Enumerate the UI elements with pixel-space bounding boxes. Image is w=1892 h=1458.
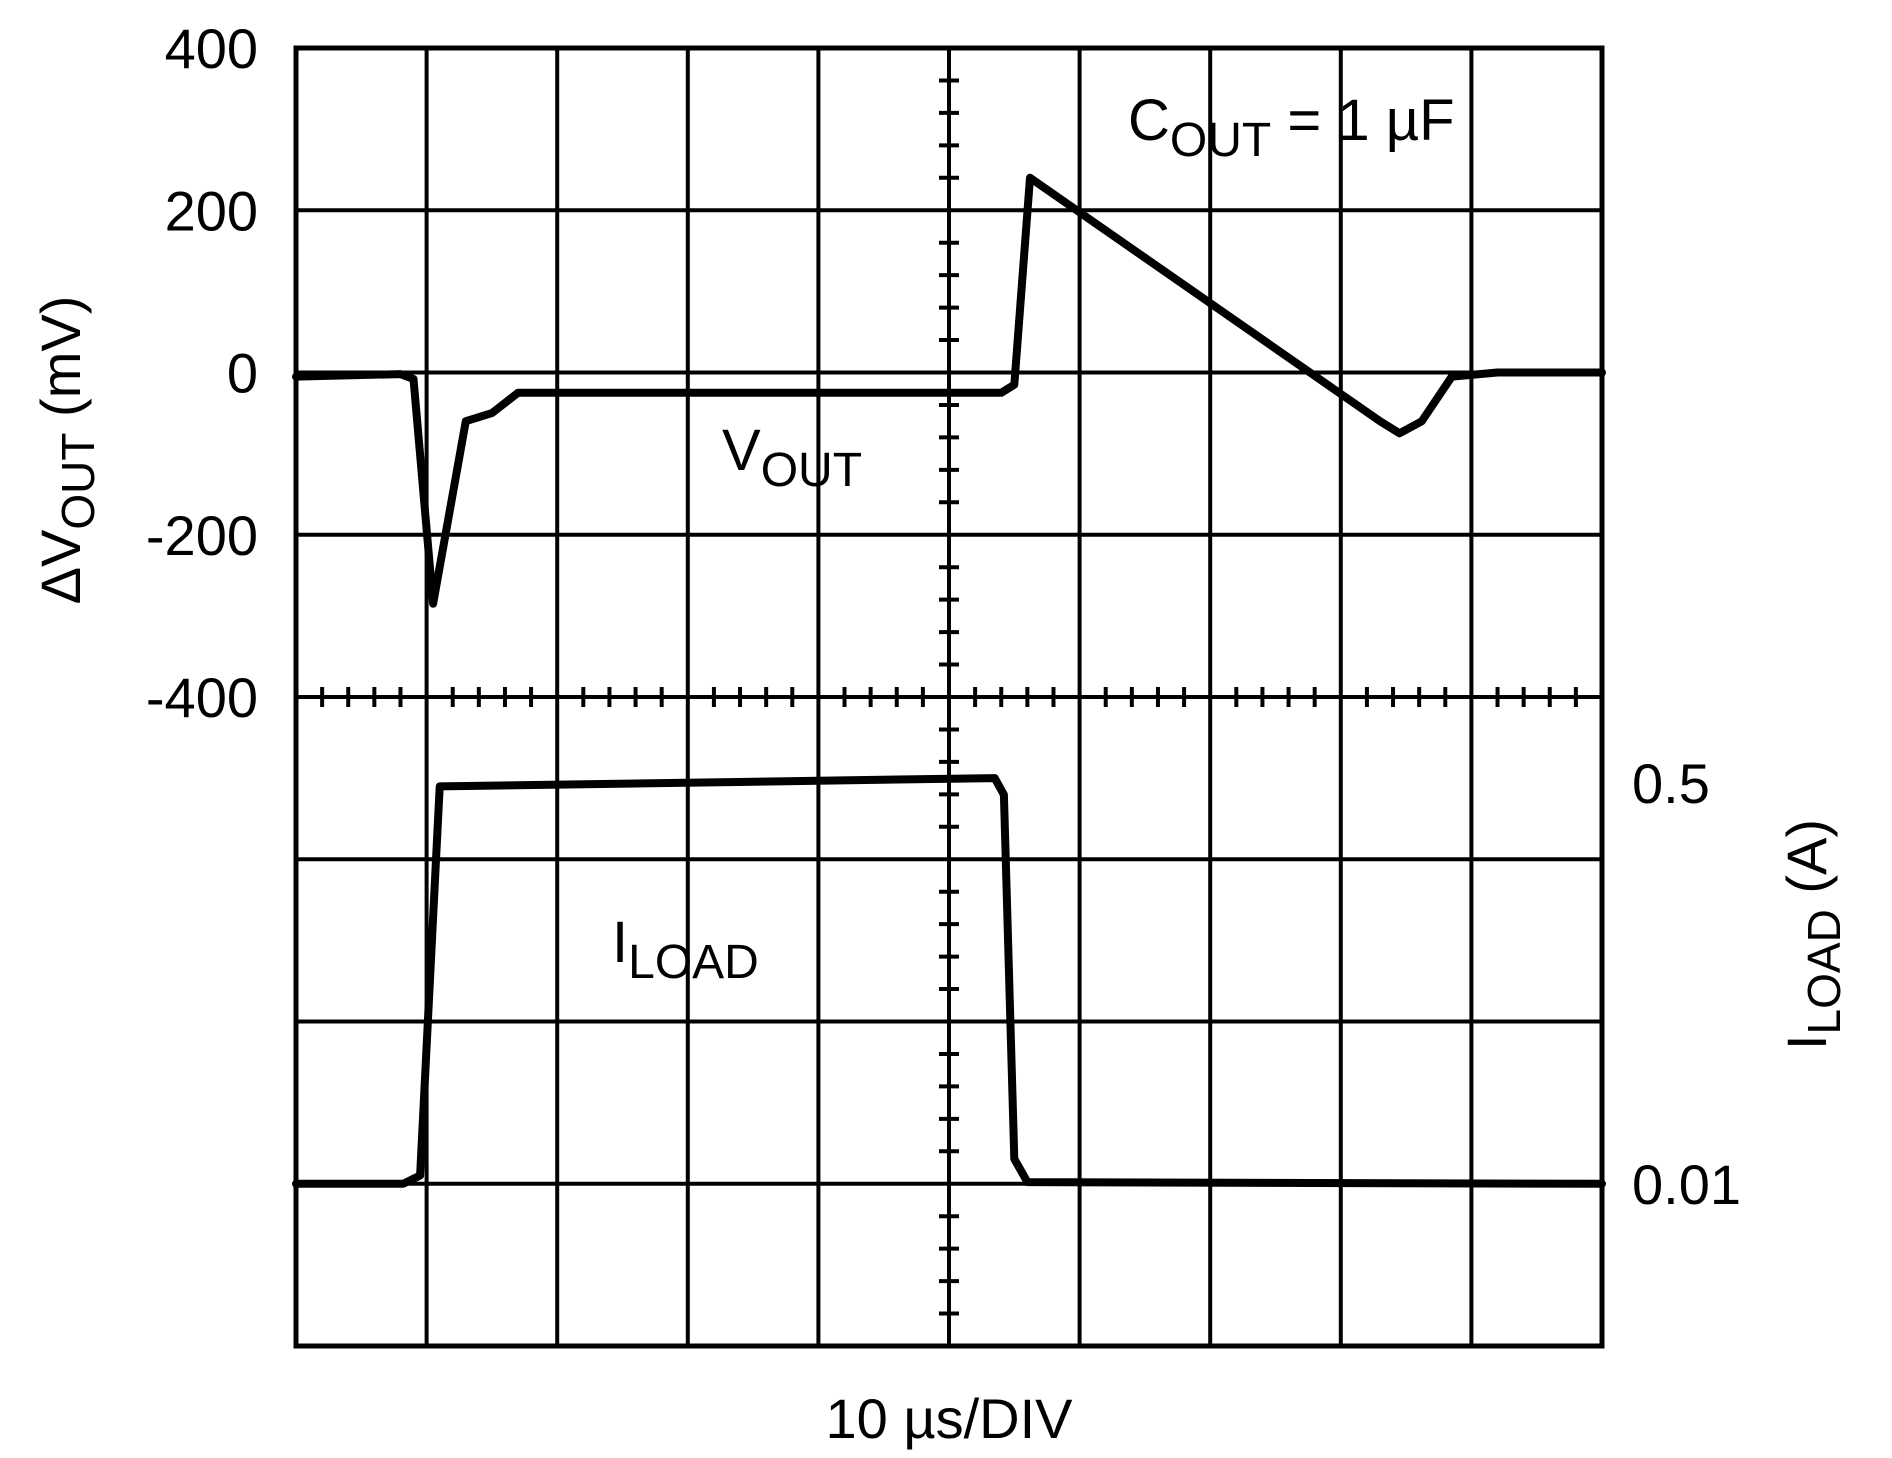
grid [296,48,1602,1346]
left-tick-label: 200 [165,179,258,242]
right-tick-label: 0.01 [1632,1153,1741,1216]
plot-frame [293,45,1605,1349]
iload-series-label: ILOAD [612,910,759,989]
right-tick-labels: 0.5 0.01 [1632,752,1741,1216]
x-axis-label: 10 µs/DIV [825,1387,1073,1450]
left-axis-label: ΔVOUT (mV) [29,296,104,605]
annotation-cout: COUT = 1 µF [1128,88,1455,167]
vout-series-line [292,173,1606,608]
left-tick-labels: 400 200 0 -200 -400 [146,17,258,729]
right-axis-label: ILOAD (A) [1775,819,1850,1050]
right-tick-label: 0.5 [1632,752,1710,815]
left-tick-label: 400 [165,17,258,80]
center-axis-ticks [320,78,1578,1316]
left-tick-label: -200 [146,504,258,567]
iload-series-line [292,774,1606,1188]
left-tick-label: -400 [146,666,258,729]
left-tick-label: 0 [227,342,258,405]
vout-series-label: VOUT [722,418,862,497]
